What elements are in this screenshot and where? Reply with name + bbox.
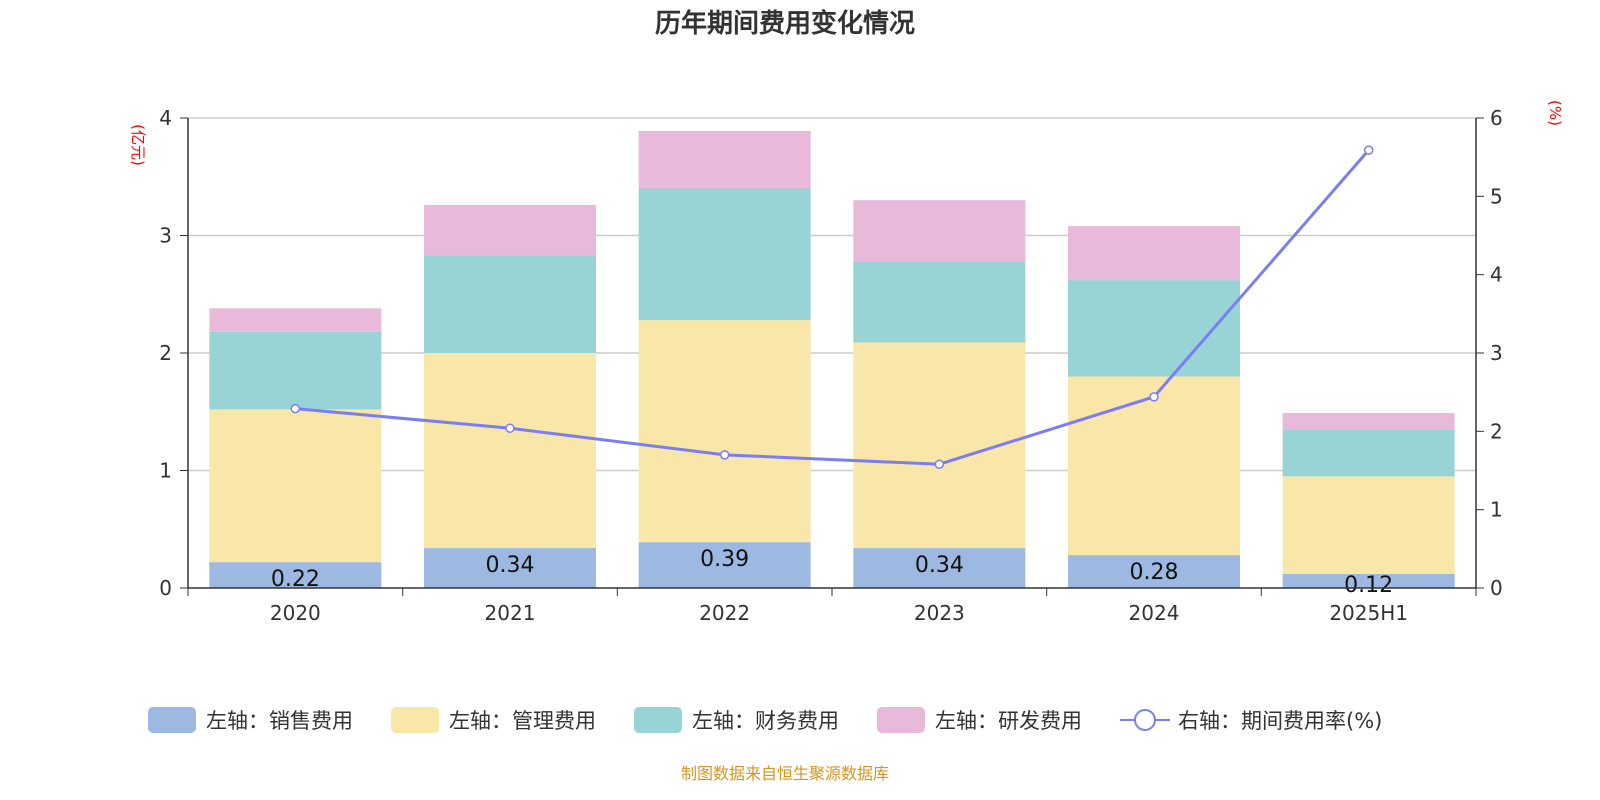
bar-segment bbox=[1282, 476, 1455, 574]
bar-segment bbox=[1068, 280, 1240, 377]
left-tick-label: 3 bbox=[159, 224, 172, 248]
bar-data-label: 0.28 bbox=[1130, 560, 1179, 585]
right-tick-label: 4 bbox=[1490, 263, 1503, 287]
rate-point bbox=[719, 450, 730, 460]
rate-point bbox=[505, 423, 515, 433]
left-tick-label: 1 bbox=[159, 459, 172, 483]
bar-segment bbox=[1068, 555, 1240, 588]
right-axis-unit: (%) bbox=[1546, 100, 1564, 126]
right-tick-label: 1 bbox=[1490, 498, 1503, 522]
legend-label: 右轴：期间费用率(%) bbox=[1178, 709, 1382, 733]
bar-segment bbox=[209, 331, 382, 410]
legend-label: 左轴：财务费用 bbox=[692, 709, 839, 733]
bar-segment bbox=[638, 542, 811, 588]
bar-segment bbox=[424, 353, 596, 549]
bar-segment bbox=[1282, 412, 1455, 430]
bar-segment bbox=[424, 204, 596, 256]
bar-segment bbox=[853, 261, 1026, 343]
legend-label: 左轴：销售费用 bbox=[206, 709, 353, 733]
x-tick-label: 2023 bbox=[914, 601, 965, 625]
x-tick-label: 2025H1 bbox=[1329, 601, 1408, 625]
bar-segment bbox=[209, 409, 382, 563]
rate-line bbox=[295, 149, 1370, 466]
legend-marker bbox=[1134, 709, 1156, 731]
bar-data-label: 0.12 bbox=[1344, 573, 1393, 598]
bar-segment bbox=[853, 200, 1026, 262]
bar-segment bbox=[1282, 573, 1455, 588]
legend-swatch bbox=[877, 707, 925, 733]
bar-segment bbox=[638, 320, 811, 543]
bar-segment bbox=[209, 562, 382, 588]
x-tick-label: 2024 bbox=[1129, 601, 1180, 625]
bar-data-label: 0.34 bbox=[915, 553, 964, 578]
right-tick-label: 6 bbox=[1490, 106, 1503, 130]
bar-segment bbox=[853, 548, 1026, 588]
footer-source: 制图数据来自恒生聚源数据库 bbox=[681, 764, 889, 783]
bar-segment bbox=[1282, 429, 1455, 477]
legend-swatch bbox=[634, 707, 682, 733]
rate-point bbox=[290, 403, 301, 414]
bar-data-label: 0.39 bbox=[700, 547, 749, 572]
bar-data-label: 0.34 bbox=[486, 553, 535, 578]
bar-segment bbox=[638, 130, 811, 189]
right-tick-label: 0 bbox=[1490, 576, 1503, 600]
x-tick-label: 2020 bbox=[270, 601, 321, 625]
bar-segment bbox=[638, 188, 811, 321]
right-tick-label: 2 bbox=[1490, 419, 1503, 443]
bar-segment bbox=[1068, 376, 1240, 556]
x-tick-label: 2022 bbox=[699, 601, 750, 625]
chart-title: 历年期间费用变化情况 bbox=[655, 8, 915, 39]
x-tick-label: 2021 bbox=[485, 601, 536, 625]
legend-label: 左轴：管理费用 bbox=[449, 709, 596, 733]
bar-segment bbox=[424, 255, 596, 353]
bar-segment bbox=[424, 548, 596, 588]
left-axis-unit: (亿元) bbox=[129, 124, 147, 166]
left-tick-label: 0 bbox=[159, 576, 172, 600]
rate-point bbox=[934, 459, 945, 469]
bar-segment bbox=[1068, 226, 1240, 281]
legend-swatch bbox=[148, 707, 196, 733]
rate-point bbox=[1363, 145, 1374, 155]
legend-swatch bbox=[391, 707, 439, 733]
left-tick-label: 2 bbox=[159, 341, 172, 365]
left-tick-label: 4 bbox=[159, 106, 172, 130]
legend-label: 左轴：研发费用 bbox=[935, 709, 1082, 733]
bar-segment bbox=[209, 308, 382, 332]
right-tick-label: 3 bbox=[1490, 341, 1503, 365]
right-tick-label: 5 bbox=[1490, 184, 1503, 208]
rate-point bbox=[1149, 392, 1159, 402]
